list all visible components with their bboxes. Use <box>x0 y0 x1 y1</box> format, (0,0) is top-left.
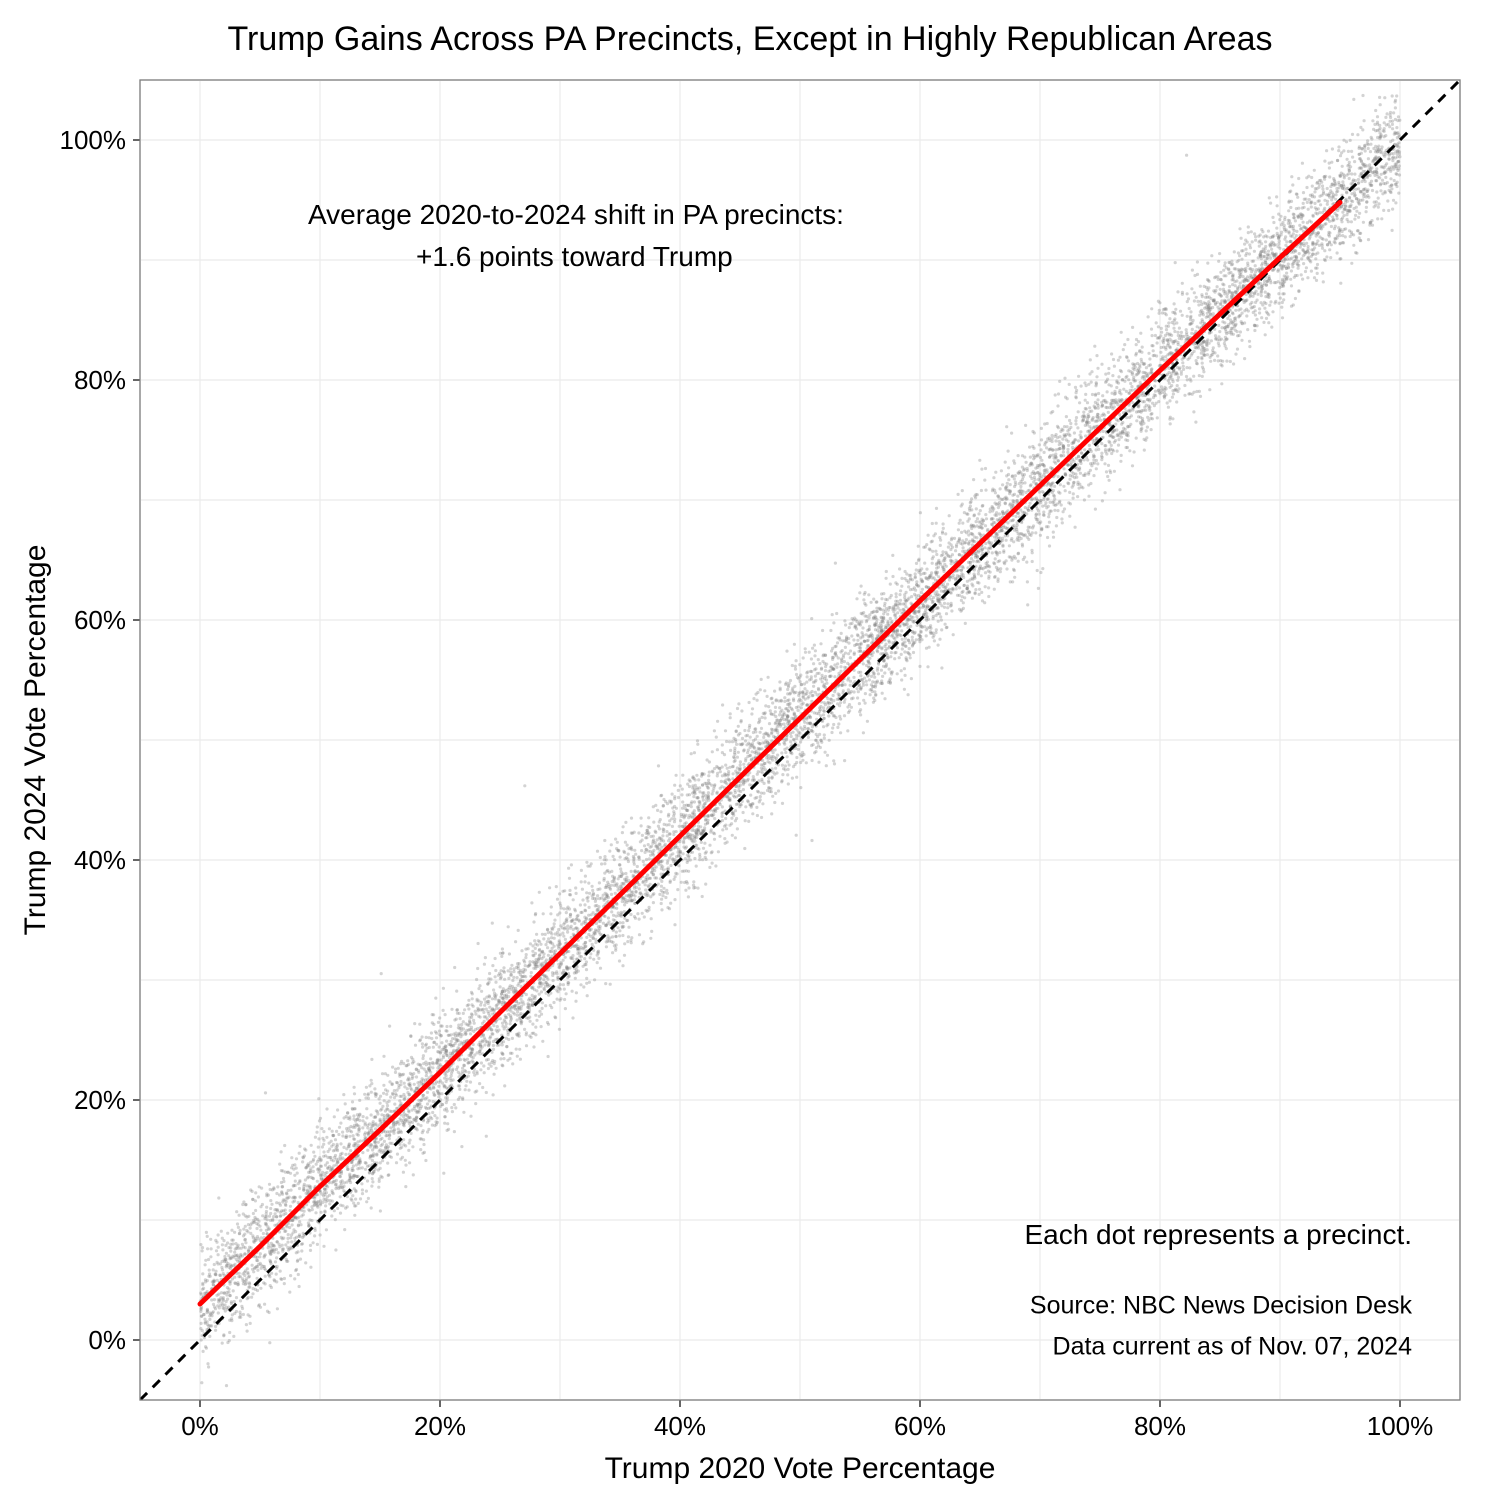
y-axis-ticks: 0%20%40%60%80%100% <box>60 125 141 1355</box>
x-axis-label: Trump 2020 Vote Percentage <box>605 1452 996 1485</box>
scatter-chart: Trump Gains Across PA Precincts, Except … <box>0 0 1500 1500</box>
chart-title: Trump Gains Across PA Precincts, Except … <box>227 20 1272 58</box>
annotation-shift-line2: +1.6 points toward Trump <box>416 241 733 272</box>
annotation-date: Data current as of Nov. 07, 2024 <box>1053 1332 1413 1360</box>
annotation-shift-line1: Average 2020-to-2024 shift in PA precinc… <box>308 199 844 230</box>
y-axis-label: Trump 2024 Vote Percentage <box>19 545 52 936</box>
annotation-dot-caption: Each dot represents a precinct. <box>1024 1219 1412 1250</box>
annotation-source: Source: NBC News Decision Desk <box>1030 1292 1413 1320</box>
x-axis-ticks: 0%20%40%60%80%100% <box>181 1400 1433 1441</box>
chart-container: Trump Gains Across PA Precincts, Except … <box>0 0 1500 1500</box>
